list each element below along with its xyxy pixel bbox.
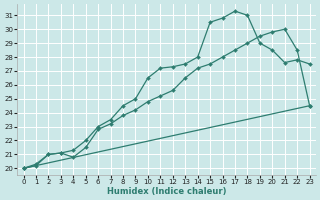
X-axis label: Humidex (Indice chaleur): Humidex (Indice chaleur) bbox=[107, 187, 226, 196]
